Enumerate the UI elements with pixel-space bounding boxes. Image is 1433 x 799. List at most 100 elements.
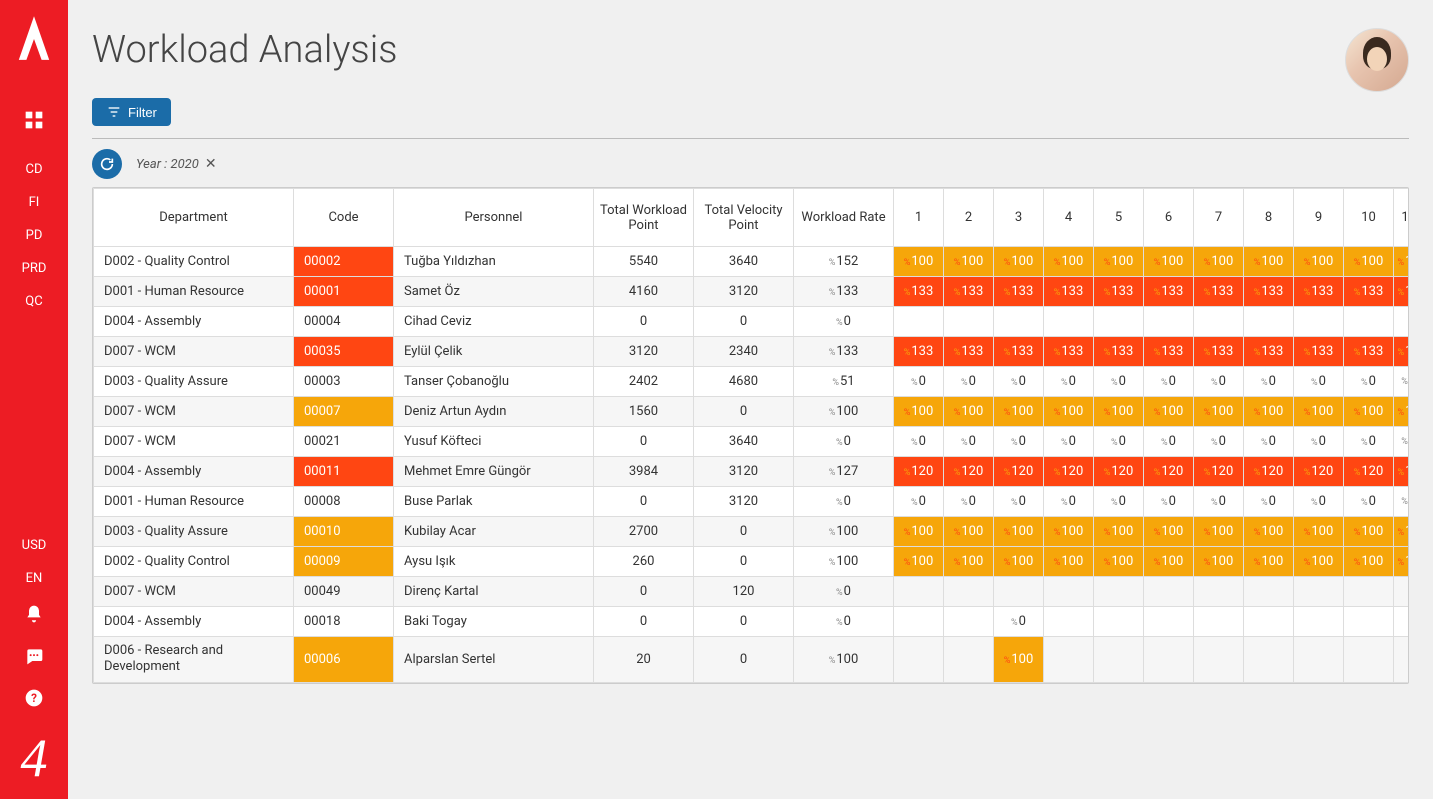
th-month-2[interactable]: 2 bbox=[944, 189, 994, 247]
table-row[interactable]: D007 - WCM00049Direnç Kartal0120% 0 bbox=[94, 577, 1410, 607]
cell-code: 00010 bbox=[294, 524, 393, 539]
cell-code: 00049 bbox=[294, 584, 393, 599]
filter-button[interactable]: Filter bbox=[92, 98, 171, 126]
chip-close-icon[interactable]: ✕ bbox=[205, 156, 217, 172]
cell-workload-rate: % 100 bbox=[794, 524, 893, 539]
currency-switch[interactable]: USD bbox=[22, 538, 47, 553]
cell-department: D004 - Assembly bbox=[94, 314, 293, 329]
cell-month: %0 bbox=[1294, 367, 1344, 397]
cell-month: %100 bbox=[894, 517, 944, 547]
cell-month bbox=[1194, 637, 1244, 683]
th-personnel[interactable]: Personnel bbox=[394, 189, 594, 247]
cell-department: D004 - Assembly bbox=[94, 464, 293, 479]
cell-month: %133 bbox=[1194, 337, 1244, 367]
cell-month: %100 bbox=[994, 247, 1044, 277]
th-month-4[interactable]: 4 bbox=[1044, 189, 1094, 247]
cell-workload-rate: % 0 bbox=[794, 614, 893, 629]
avatar[interactable] bbox=[1345, 28, 1409, 92]
year-chip[interactable]: Year : 2020 ✕ bbox=[136, 156, 217, 172]
th-month-5[interactable]: 5 bbox=[1094, 189, 1144, 247]
cell-month: %1 bbox=[1394, 277, 1410, 307]
cell-tvp: 3640 bbox=[694, 254, 793, 269]
table-row[interactable]: D002 - Quality Control00002Tuğba Yıldızh… bbox=[94, 247, 1410, 277]
cell-code: 00009 bbox=[294, 554, 393, 569]
cell-code: 00018 bbox=[294, 614, 393, 629]
cell-month: %100 bbox=[1144, 397, 1194, 427]
table-row[interactable]: D004 - Assembly00011Mehmet Emre Güngör39… bbox=[94, 457, 1410, 487]
cell-twp: 4160 bbox=[594, 284, 693, 299]
cell-workload-rate: % 0 bbox=[794, 584, 893, 599]
table-row[interactable]: D002 - Quality Control00009Aysu Işık2600… bbox=[94, 547, 1410, 577]
th-tvp[interactable]: Total Velocity Point bbox=[694, 189, 794, 247]
cell-twp: 2700 bbox=[594, 524, 693, 539]
th-twp[interactable]: Total Workload Point bbox=[594, 189, 694, 247]
table-row[interactable]: D001 - Human Resource00008Buse Parlak031… bbox=[94, 487, 1410, 517]
cell-tvp: 120 bbox=[694, 584, 793, 599]
cell-code: 00006 bbox=[294, 652, 393, 667]
th-month-8[interactable]: 8 bbox=[1244, 189, 1294, 247]
sidebar-item-fi[interactable]: FI bbox=[22, 191, 47, 214]
dashboard-icon[interactable] bbox=[0, 106, 68, 138]
cell-month: %100 bbox=[1344, 397, 1394, 427]
table-row[interactable]: D004 - Assembly00018Baki Togay00% 0%0 bbox=[94, 607, 1410, 637]
th-month-6[interactable]: 6 bbox=[1144, 189, 1194, 247]
th-code[interactable]: Code bbox=[294, 189, 394, 247]
cell-month: %120 bbox=[1144, 457, 1194, 487]
cell-month bbox=[1094, 577, 1144, 607]
cell-month: %133 bbox=[1044, 277, 1094, 307]
table-row[interactable]: D004 - Assembly00004Cihad Ceviz00% 0 bbox=[94, 307, 1410, 337]
cell-month: %133 bbox=[1144, 337, 1194, 367]
cell-month bbox=[1094, 637, 1144, 683]
cell-month: %100 bbox=[894, 247, 944, 277]
cell-month: %133 bbox=[1344, 277, 1394, 307]
cell-workload-rate: % 133 bbox=[794, 344, 893, 359]
cell-department: D003 - Quality Assure bbox=[94, 524, 293, 539]
cell-month bbox=[1044, 577, 1094, 607]
cell-month: %100 bbox=[894, 547, 944, 577]
sidebar-item-cd[interactable]: CD bbox=[22, 158, 47, 181]
cell-month: %0 bbox=[1144, 427, 1194, 457]
cell-workload-rate: % 0 bbox=[794, 434, 893, 449]
cell-month: %100 bbox=[1194, 547, 1244, 577]
cell-tvp: 3640 bbox=[694, 434, 793, 449]
notifications-icon[interactable] bbox=[24, 604, 44, 628]
th-month-10[interactable]: 10 bbox=[1344, 189, 1394, 247]
sidebar-item-qc[interactable]: QC bbox=[22, 290, 47, 313]
table-row[interactable]: D006 - Research and Development00006Alpa… bbox=[94, 637, 1410, 683]
th-month-7[interactable]: 7 bbox=[1194, 189, 1244, 247]
table-row[interactable]: D007 - WCM00007Deniz Artun Aydın15600% 1… bbox=[94, 397, 1410, 427]
cell-month bbox=[1344, 607, 1394, 637]
table-row[interactable]: D007 - WCM00035Eylül Çelik31202340% 133%… bbox=[94, 337, 1410, 367]
table-row[interactable]: D003 - Quality Assure00010Kubilay Acar27… bbox=[94, 517, 1410, 547]
th-department[interactable]: Department bbox=[94, 189, 294, 247]
table-row[interactable]: D007 - WCM00021Yusuf Köfteci03640% 0%0%0… bbox=[94, 427, 1410, 457]
th-month-1[interactable]: 1 bbox=[894, 189, 944, 247]
cell-month: %0 bbox=[944, 367, 994, 397]
th-month-3[interactable]: 3 bbox=[994, 189, 1044, 247]
sidebar-item-prd[interactable]: PRD bbox=[22, 257, 47, 280]
table-row[interactable]: D001 - Human Resource00001Samet Öz416031… bbox=[94, 277, 1410, 307]
main-content: Workload Analysis Filter Year : 2020 ✕ D… bbox=[68, 0, 1433, 799]
cell-month: %100 bbox=[1094, 397, 1144, 427]
cell-month bbox=[1394, 637, 1410, 683]
app-logo[interactable] bbox=[15, 14, 53, 68]
cell-month: %0 bbox=[1294, 427, 1344, 457]
th-wr[interactable]: Workload Rate bbox=[794, 189, 894, 247]
cell-twp: 0 bbox=[594, 494, 693, 509]
th-month-11[interactable]: 1 bbox=[1394, 189, 1410, 247]
cell-month bbox=[1144, 607, 1194, 637]
table-row[interactable]: D003 - Quality Assure00003Tanser Çobanoğ… bbox=[94, 367, 1410, 397]
sidebar-item-pd[interactable]: PD bbox=[22, 224, 47, 247]
cell-personnel: Alparslan Sertel bbox=[394, 652, 593, 667]
cell-month: %100 bbox=[1144, 247, 1194, 277]
cell-month: %100 bbox=[1194, 397, 1244, 427]
refresh-button[interactable] bbox=[92, 149, 122, 179]
lang-switch[interactable]: EN bbox=[26, 571, 43, 586]
messages-icon[interactable] bbox=[24, 646, 44, 670]
cell-month: %100 bbox=[994, 517, 1044, 547]
th-month-9[interactable]: 9 bbox=[1294, 189, 1344, 247]
help-icon[interactable]: ? bbox=[24, 688, 44, 712]
cell-month: %100 bbox=[1244, 517, 1294, 547]
cell-twp: 0 bbox=[594, 434, 693, 449]
cell-month: % bbox=[1394, 487, 1410, 517]
